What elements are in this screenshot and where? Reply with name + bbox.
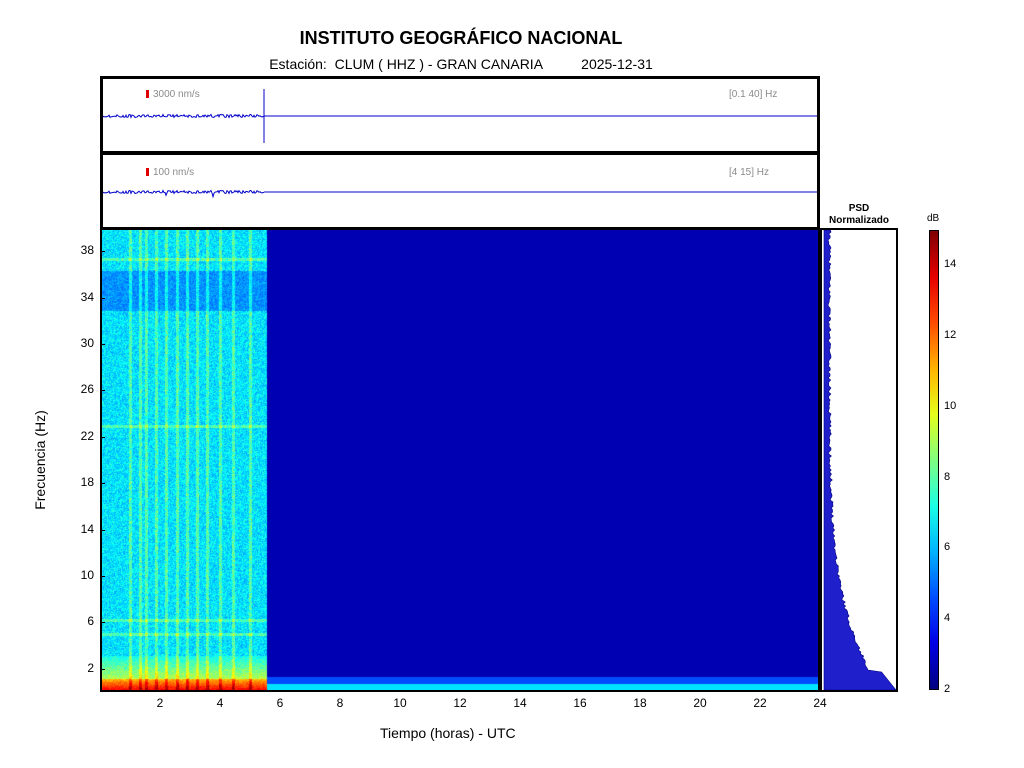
y-tick-mark [100, 576, 105, 577]
psd-title: PSD Normalizado [820, 203, 898, 227]
spectrogram-canvas [102, 230, 818, 690]
psd-title-line2: Normalizado [828, 215, 889, 226]
y-tick-label: 38 [80, 243, 94, 258]
waveform-path [103, 113, 265, 119]
y-tick-label: 10 [80, 568, 94, 582]
y-tick-label: 22 [80, 428, 94, 443]
y-tick-label: 6 [87, 614, 94, 629]
x-tick-label: 12 [453, 696, 467, 710]
colorbar [929, 230, 939, 690]
y-tick-mark [100, 297, 105, 299]
x-tick-label: 4 [216, 696, 224, 710]
psd-title-line1: PSD [848, 203, 870, 214]
x-tick-label: 22 [753, 696, 767, 710]
colorbar-tick-label: 4 [944, 612, 951, 625]
colorbar-tick-label: 8 [944, 470, 951, 483]
frequency-band-label: [4 15] Hz [729, 167, 770, 178]
y-axis-label: Frecuencia (Hz) [32, 410, 48, 510]
psd-plot [820, 228, 898, 692]
y-tick-mark [100, 251, 105, 253]
x-tick-label: 16 [573, 696, 587, 710]
waveform-trace [103, 89, 817, 143]
colorbar-tick-label: 6 [944, 541, 951, 554]
psd-area [823, 230, 896, 690]
y-tick-mark [100, 668, 105, 670]
psd-curve [823, 230, 896, 690]
waveform-panel-filtered: 100 nm/s [4 15] Hz [100, 152, 820, 230]
spectrogram-plot [100, 228, 820, 692]
frequency-band-label: [0.1 40] Hz [729, 89, 778, 100]
colorbar-tick-label: 12 [944, 329, 957, 342]
x-tick-label: 10 [393, 696, 407, 710]
colorbar-tick-label: 14 [944, 258, 957, 271]
colorbar-tick-label: 10 [944, 399, 957, 412]
x-axis-label: Tiempo (horas) - UTC [380, 725, 516, 741]
y-tick-mark [100, 483, 105, 485]
station-subtitle: Estación: CLUM ( HHZ ) - GRAN CANARIA 20… [269, 56, 653, 72]
y-tick-label: 34 [80, 289, 94, 304]
y-tick-mark [100, 436, 105, 438]
amplitude-scale-label: 100 nm/s [153, 167, 195, 178]
amplitude-scale-bar [146, 90, 149, 98]
colorbar-unit: dB [927, 213, 940, 224]
x-tick-label: 8 [336, 696, 344, 710]
x-tick-label: 20 [693, 696, 707, 710]
y-tick-label: 30 [80, 336, 94, 350]
amplitude-scale-label: 3000 nm/s [153, 89, 200, 100]
y-tick-label: 26 [80, 382, 94, 397]
colorbar-tick-label: 2 [944, 683, 951, 695]
x-tick-label: 6 [276, 696, 284, 710]
waveform-panel-broadband: 3000 nm/s [0.1 40] Hz [100, 76, 820, 154]
y-tick-mark [100, 529, 105, 531]
x-tick-label: 2 [156, 696, 164, 710]
y-tick-label: 18 [80, 475, 94, 490]
waveform-path [103, 189, 265, 199]
x-tick-label: 24 [813, 696, 827, 710]
y-tick-mark [100, 344, 105, 345]
page-title: INSTITUTO GEOGRÁFICO NACIONAL [299, 28, 623, 48]
amplitude-scale-bar [146, 168, 149, 176]
y-tick-label: 14 [80, 521, 94, 536]
x-tick-label: 14 [513, 696, 527, 710]
y-tick-mark [100, 390, 105, 392]
y-tick-label: 2 [87, 660, 94, 675]
waveform-trace [103, 189, 817, 199]
x-tick-label: 18 [633, 696, 647, 710]
y-tick-mark [100, 622, 105, 624]
